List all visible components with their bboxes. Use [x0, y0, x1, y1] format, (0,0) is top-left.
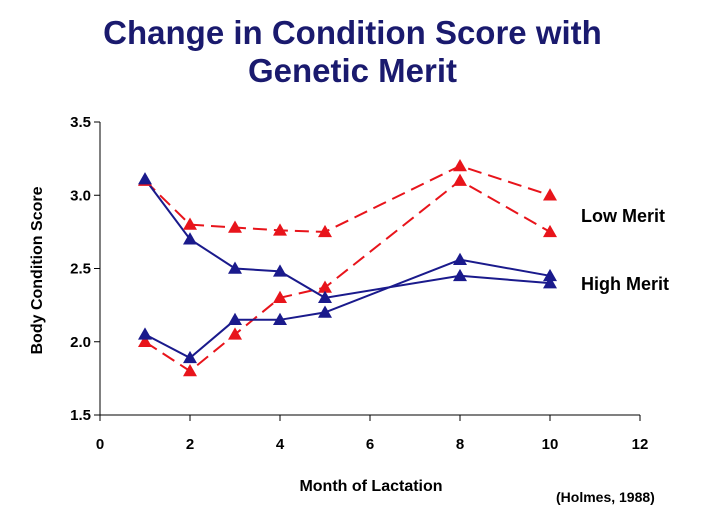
series-line-low-merit-1 — [144, 164, 551, 233]
y-tick-label: 1.5 — [70, 407, 91, 424]
data-point-low-merit — [318, 280, 332, 293]
data-point-high-merit — [318, 305, 332, 318]
data-point-high-merit — [183, 232, 197, 245]
data-point-low-merit — [183, 364, 197, 377]
data-point-low-merit — [273, 223, 287, 236]
data-point-high-merit — [318, 290, 332, 304]
source-citation: (Holmes, 1988) — [556, 489, 655, 505]
y-tick-label: 2.0 — [70, 334, 91, 351]
x-axis-title: Month of Lactation — [299, 478, 442, 495]
x-tick-label: 0 — [96, 436, 104, 453]
x-tick-label: 12 — [632, 436, 649, 453]
data-point-low-merit — [453, 158, 467, 172]
data-point-high-merit — [453, 268, 467, 282]
data-point-low-merit — [183, 217, 197, 230]
data-point-low-merit — [453, 173, 467, 186]
series-line-high-merit-2 — [144, 258, 551, 360]
annotation-high-merit: High Merit — [581, 274, 669, 294]
y-tick-label: 3.5 — [70, 114, 91, 131]
data-point-low-merit — [228, 327, 242, 340]
y-tick-label: 2.5 — [70, 261, 91, 278]
y-axis-title: Body Condition Score — [29, 186, 46, 354]
data-point-low-merit — [273, 290, 287, 304]
chart-title-line-2: Genetic Merit — [247, 52, 458, 89]
data-point-high-merit — [543, 268, 557, 282]
annotation-low-merit: Low Merit — [581, 206, 665, 226]
x-tick-label: 6 — [366, 436, 374, 453]
data-point-high-merit — [453, 252, 467, 265]
data-point-high-merit — [273, 264, 287, 277]
data-point-high-merit — [273, 312, 287, 326]
y-tick-label: 3.0 — [70, 187, 91, 204]
data-point-low-merit — [543, 188, 557, 201]
data-point-high-merit — [228, 261, 242, 274]
chart-title-line-1: Change in Condition Score with — [103, 14, 602, 51]
x-tick-label: 10 — [542, 436, 559, 453]
data-point-high-merit — [543, 276, 557, 289]
data-point-low-merit — [138, 334, 152, 347]
x-tick-label: 4 — [276, 436, 285, 453]
data-point-low-merit — [228, 220, 242, 233]
data-point-high-merit — [138, 327, 152, 340]
data-point-low-merit — [543, 224, 557, 238]
x-tick-label: 2 — [186, 436, 194, 453]
data-point-low-merit — [318, 224, 332, 238]
data-point-high-merit — [138, 172, 152, 185]
data-point-high-merit — [183, 350, 197, 364]
x-tick-label: 8 — [456, 436, 464, 453]
chart-title: Change in Condition Score with Genetic M… — [0, 14, 705, 90]
data-point-high-merit — [228, 312, 242, 326]
series-line-low-merit-2 — [144, 179, 551, 373]
